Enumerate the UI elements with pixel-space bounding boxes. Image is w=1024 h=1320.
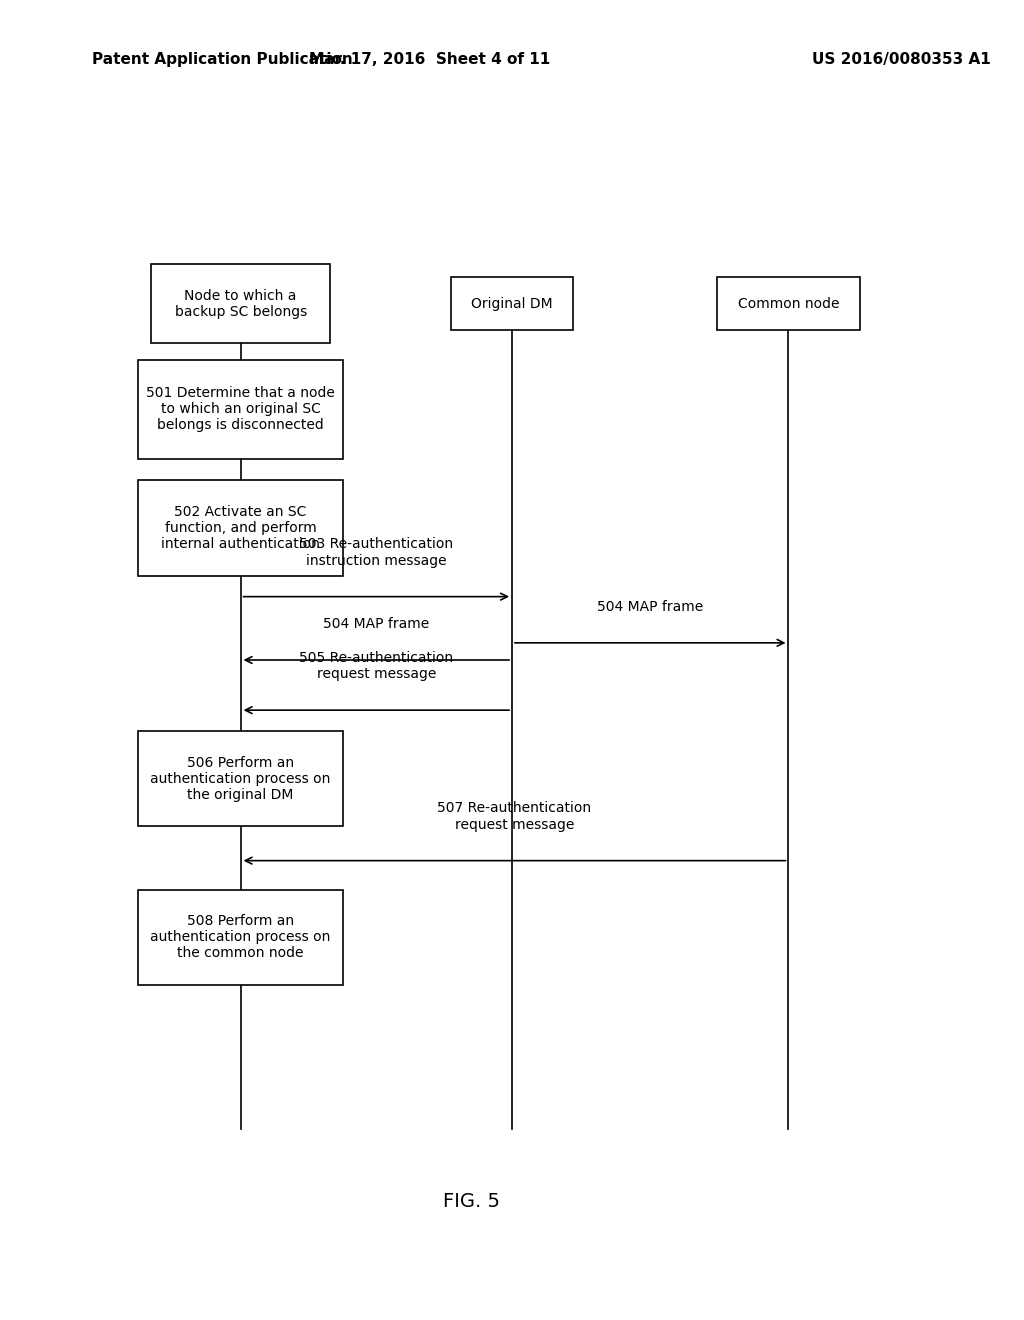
FancyBboxPatch shape [138, 480, 343, 576]
Text: Original DM: Original DM [471, 297, 553, 310]
FancyBboxPatch shape [138, 731, 343, 826]
FancyBboxPatch shape [138, 360, 343, 459]
Text: 501 Determine that a node
to which an original SC
belongs is disconnected: 501 Determine that a node to which an or… [146, 385, 335, 433]
FancyBboxPatch shape [451, 277, 573, 330]
FancyBboxPatch shape [138, 890, 343, 985]
Text: Common node: Common node [737, 297, 840, 310]
Text: Node to which a
backup SC belongs: Node to which a backup SC belongs [174, 289, 307, 318]
Text: US 2016/0080353 A1: US 2016/0080353 A1 [812, 51, 990, 67]
FancyBboxPatch shape [717, 277, 860, 330]
Text: Patent Application Publication: Patent Application Publication [92, 51, 353, 67]
Text: 503 Re-authentication
instruction message: 503 Re-authentication instruction messag… [299, 537, 454, 568]
Text: 502 Activate an SC
function, and perform
internal authentication: 502 Activate an SC function, and perform… [161, 504, 321, 552]
Text: Mar. 17, 2016  Sheet 4 of 11: Mar. 17, 2016 Sheet 4 of 11 [309, 51, 551, 67]
Text: 504 MAP frame: 504 MAP frame [324, 616, 429, 631]
Text: 505 Re-authentication
request message: 505 Re-authentication request message [299, 651, 454, 681]
Text: 506 Perform an
authentication process on
the original DM: 506 Perform an authentication process on… [151, 755, 331, 803]
Text: 508 Perform an
authentication process on
the common node: 508 Perform an authentication process on… [151, 913, 331, 961]
Text: FIG. 5: FIG. 5 [442, 1192, 500, 1210]
Text: 504 MAP frame: 504 MAP frame [597, 599, 703, 614]
Text: 507 Re-authentication
request message: 507 Re-authentication request message [437, 801, 592, 832]
FancyBboxPatch shape [152, 264, 330, 343]
